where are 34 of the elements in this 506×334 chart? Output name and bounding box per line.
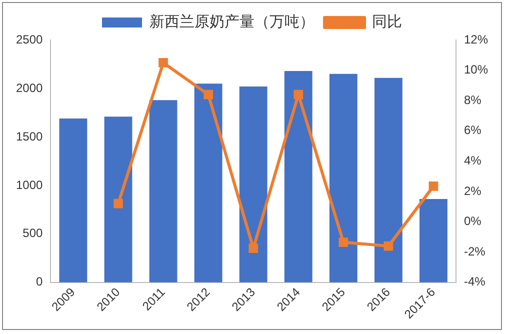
- bar: [329, 74, 358, 282]
- y2-tick-label: 8%: [464, 92, 482, 107]
- y-tick-label: 1500: [16, 129, 44, 144]
- y2-tick-label: 10%: [464, 62, 488, 77]
- point: [338, 238, 348, 247]
- y2-tick-label: 2%: [464, 184, 482, 198]
- legend-label: 同比: [372, 12, 402, 30]
- y-tick-label: 1000: [16, 178, 44, 192]
- y2-tick-label: -4%: [464, 274, 486, 289]
- legend-label: 新西兰原奶产量（万吨）: [150, 12, 314, 30]
- bar: [284, 71, 312, 282]
- y-tick-label: 2500: [16, 32, 44, 46]
- point: [294, 90, 304, 100]
- bar: [59, 118, 88, 282]
- point: [204, 90, 213, 100]
- y2-tick-label: 0%: [464, 214, 482, 228]
- bar: [239, 86, 268, 282]
- y2-tick-label: 12%: [464, 32, 488, 46]
- y2-tick-label: 4%: [464, 154, 482, 168]
- y2-tick-label: -2%: [464, 244, 486, 258]
- bar: [149, 100, 178, 282]
- point: [158, 58, 168, 68]
- y-tick-label: 500: [22, 226, 44, 240]
- y-tick-label: 0: [36, 274, 44, 289]
- bar: [104, 116, 132, 282]
- bar: [194, 84, 222, 282]
- y-tick-label: 2000: [16, 80, 44, 95]
- bar: [374, 78, 402, 282]
- bar: [420, 199, 448, 282]
- point: [248, 244, 258, 253]
- y2-tick-label: 6%: [464, 123, 482, 138]
- point: [384, 241, 394, 251]
- point: [114, 198, 123, 208]
- point: [428, 182, 438, 191]
